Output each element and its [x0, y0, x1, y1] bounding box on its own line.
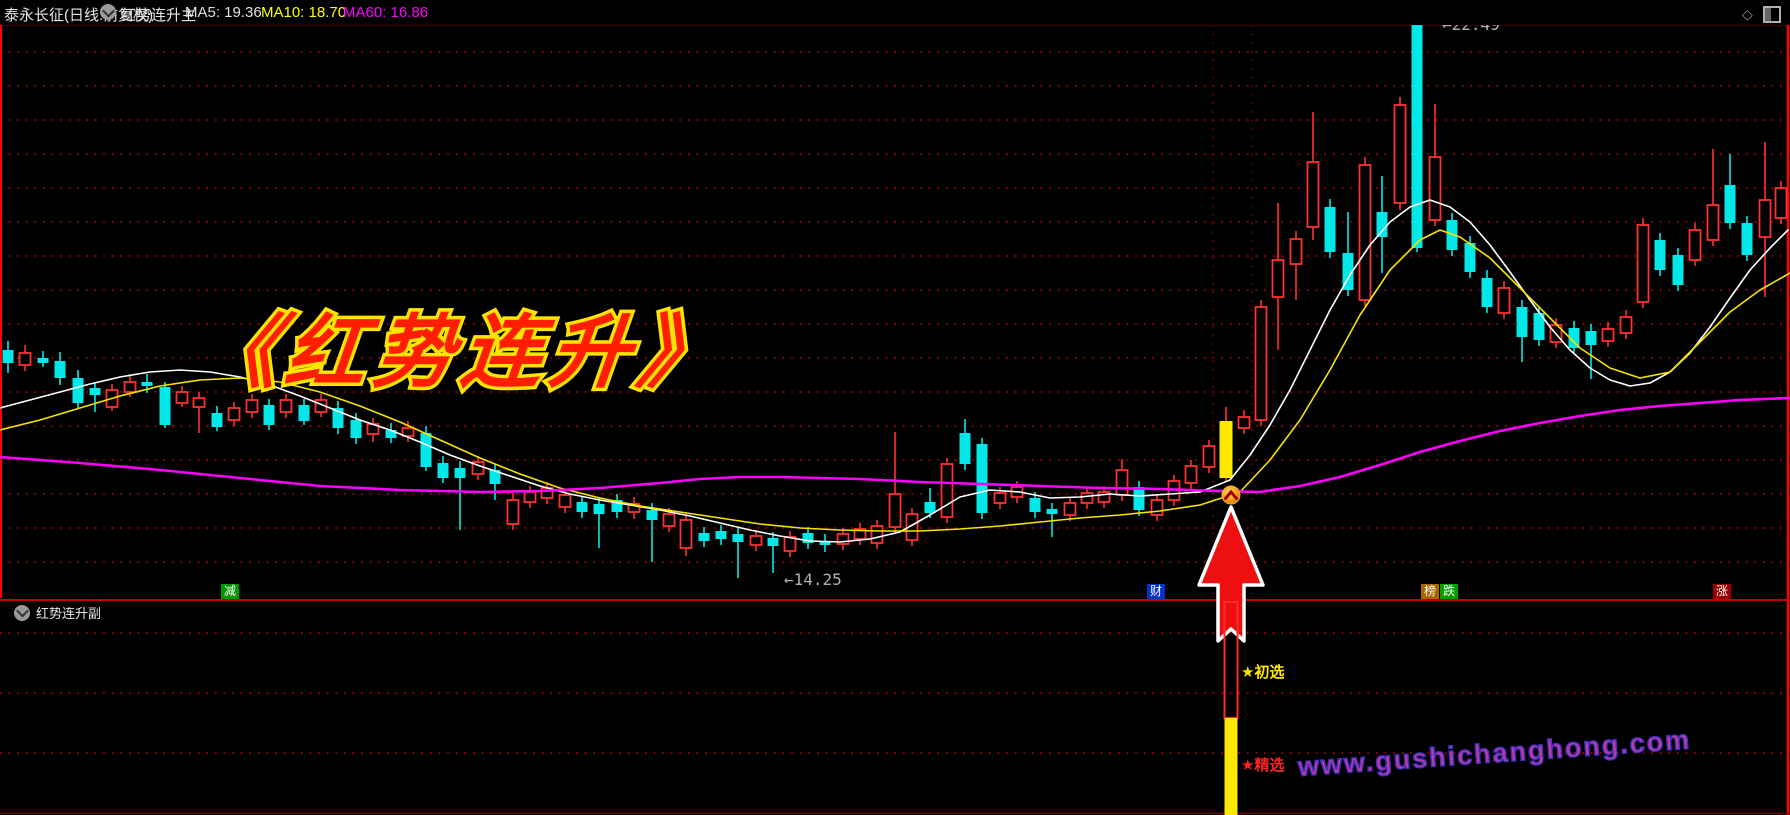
axis-marker-财: 财	[1147, 584, 1166, 599]
ma10-value: MA10: 18.70	[261, 4, 347, 21]
ma60-value: MA60: 16.86	[343, 4, 429, 21]
chart-header-bar: 泰永长征(日线.前复权) 红势连升主 MA5: 19.36 MA10: 18.7…	[0, 0, 1790, 25]
axis-marker-减: 减	[221, 584, 240, 599]
window-split-icon[interactable]	[1763, 6, 1781, 23]
signal-stage-label: ★初选	[1241, 663, 1284, 681]
sub-indicator-header: 红势连升副	[8, 603, 101, 622]
window-diamond-icon[interactable]: ◇	[1742, 6, 1753, 22]
axis-marker-涨: 涨	[1713, 584, 1732, 599]
ma5-value: MA5: 19.36	[185, 4, 262, 21]
axis-marker-榜: 榜	[1421, 584, 1440, 599]
price-annotation: ←14.25	[784, 570, 842, 589]
buy-signal-arrow	[1197, 505, 1265, 643]
sub-indicator-name: 红势连升副	[36, 606, 102, 621]
collapse-sub-indicator-icon[interactable]	[14, 604, 30, 621]
axis-marker-跌: 跌	[1440, 584, 1459, 599]
big-title-hongshi-liansheng: 《红势连升》	[193, 307, 730, 397]
main-indicator-name: 红势连升主	[121, 7, 197, 24]
collapse-main-indicator-icon[interactable]	[100, 4, 116, 20]
signal-stage-label: ★精选	[1241, 756, 1284, 774]
